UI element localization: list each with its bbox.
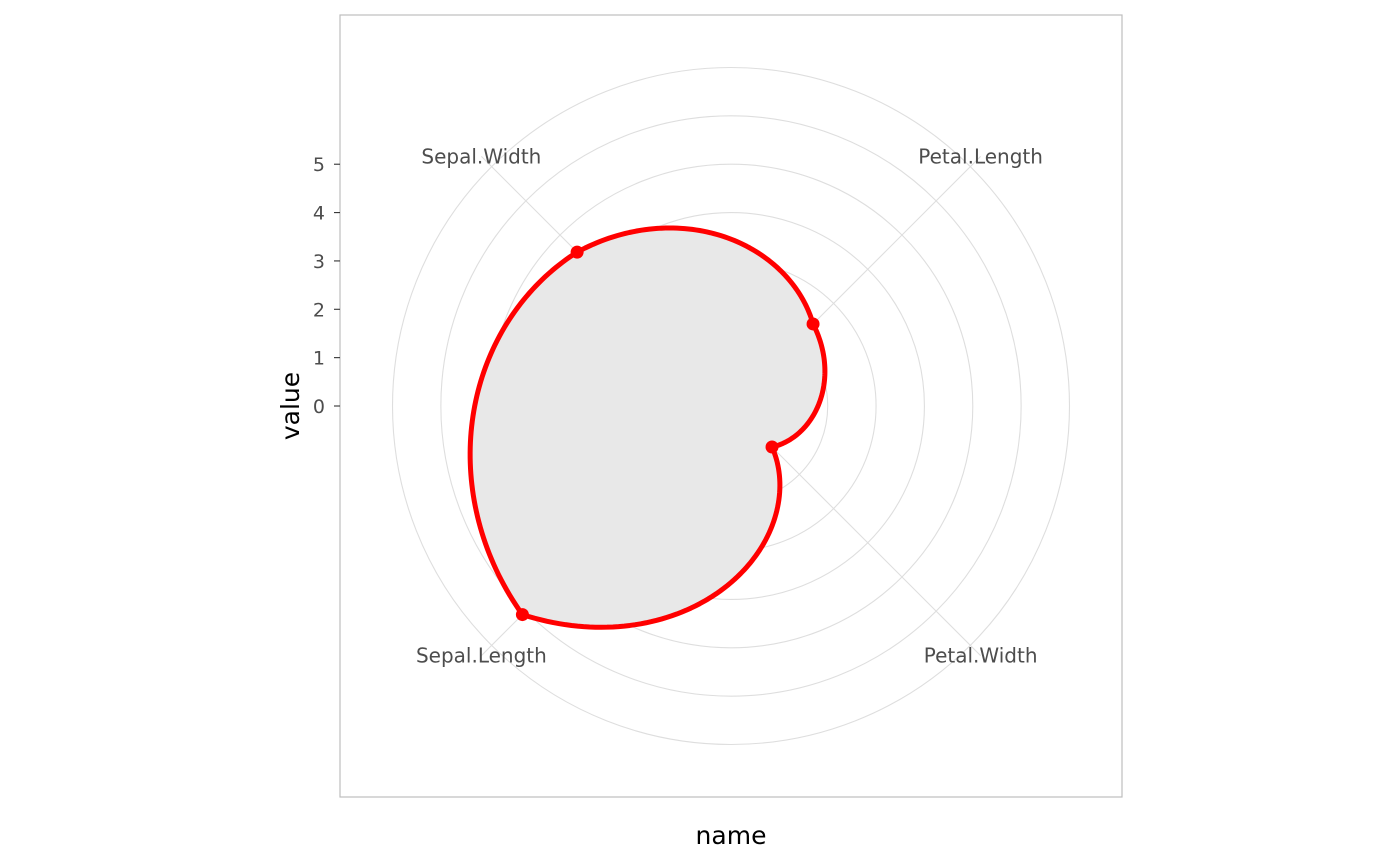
data-point-sepal-width: [570, 245, 584, 259]
y-tick-label: 3: [313, 251, 325, 273]
series-area: [470, 227, 825, 628]
series-fill: [470, 227, 825, 628]
category-labels: Sepal.Length Sepal.Width Petal.Length Petal…: [416, 144, 1043, 667]
grid-circle: [440, 115, 1022, 697]
data-points: [515, 245, 820, 622]
y-axis-title: value: [276, 372, 305, 440]
data-point-petal-length: [806, 317, 820, 331]
category-label-petal-width: Petal.Width: [924, 644, 1038, 668]
y-axis: 0 1 2 3 4 5: [313, 154, 340, 418]
y-tick-label: 1: [313, 348, 325, 370]
data-point-petal-width: [765, 440, 779, 454]
category-label-sepal-width: Sepal.Width: [421, 144, 541, 168]
y-tick-label: 2: [313, 299, 325, 321]
category-label-petal-length: Petal.Length: [918, 144, 1043, 168]
grid-circle: [391, 66, 1071, 746]
y-tick-label: 5: [313, 154, 325, 176]
data-point-sepal-length: [515, 608, 529, 622]
y-tick-label: 4: [313, 203, 325, 225]
category-label-sepal-length: Sepal.Length: [416, 644, 547, 668]
y-tick-label: 0: [313, 396, 325, 418]
x-axis-title: name: [696, 821, 767, 850]
